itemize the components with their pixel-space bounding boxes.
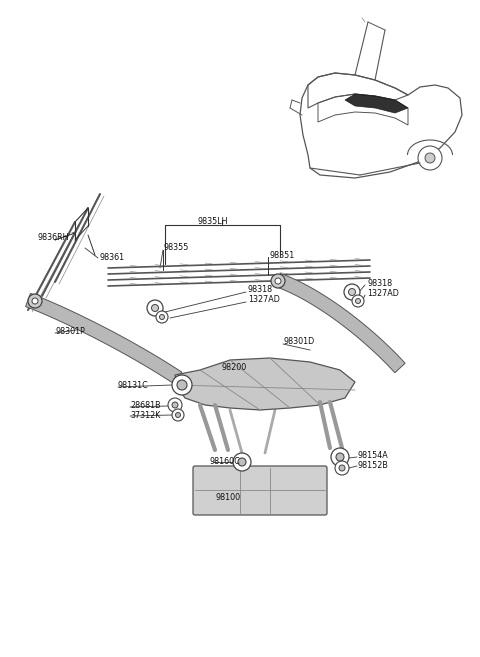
Circle shape	[172, 402, 178, 408]
Circle shape	[356, 298, 360, 304]
Text: 98318: 98318	[248, 286, 273, 294]
Polygon shape	[345, 94, 408, 113]
Text: 98355: 98355	[163, 244, 188, 252]
Text: 98100: 98100	[215, 493, 240, 503]
Circle shape	[352, 295, 364, 307]
Circle shape	[238, 458, 246, 466]
Circle shape	[275, 278, 281, 284]
Circle shape	[168, 398, 182, 412]
Circle shape	[176, 413, 180, 417]
Text: 1327AD: 1327AD	[367, 288, 399, 298]
Circle shape	[152, 304, 158, 311]
Text: 98361: 98361	[100, 254, 125, 263]
Circle shape	[233, 453, 251, 471]
Circle shape	[28, 294, 42, 308]
Circle shape	[271, 274, 285, 288]
Circle shape	[348, 288, 356, 296]
Polygon shape	[25, 294, 182, 384]
Text: 28681B: 28681B	[130, 401, 161, 409]
Text: 1327AD: 1327AD	[248, 296, 280, 304]
Text: 9835LH: 9835LH	[198, 217, 228, 227]
Circle shape	[335, 461, 349, 475]
Polygon shape	[276, 273, 405, 373]
Circle shape	[32, 298, 38, 304]
Text: 37312K: 37312K	[130, 411, 160, 420]
Circle shape	[331, 448, 349, 466]
Text: 98301P: 98301P	[55, 327, 85, 336]
Circle shape	[147, 300, 163, 316]
Circle shape	[177, 380, 187, 390]
Circle shape	[172, 409, 184, 421]
Text: 98301D: 98301D	[283, 338, 314, 346]
Circle shape	[425, 153, 435, 163]
Text: 98160C: 98160C	[210, 457, 241, 466]
FancyBboxPatch shape	[193, 466, 327, 515]
Circle shape	[339, 465, 345, 471]
Text: 98152B: 98152B	[358, 461, 389, 470]
Text: 98351: 98351	[270, 250, 295, 260]
Text: 98200: 98200	[222, 363, 247, 373]
Circle shape	[156, 311, 168, 323]
Text: 9836RH: 9836RH	[38, 233, 70, 242]
Text: 98154A: 98154A	[358, 451, 389, 459]
Text: 98131C: 98131C	[118, 380, 149, 390]
Circle shape	[344, 284, 360, 300]
Text: 98318: 98318	[367, 279, 392, 288]
Circle shape	[159, 315, 165, 319]
Circle shape	[172, 375, 192, 395]
Circle shape	[418, 146, 442, 170]
Polygon shape	[175, 358, 355, 410]
Circle shape	[336, 453, 344, 461]
